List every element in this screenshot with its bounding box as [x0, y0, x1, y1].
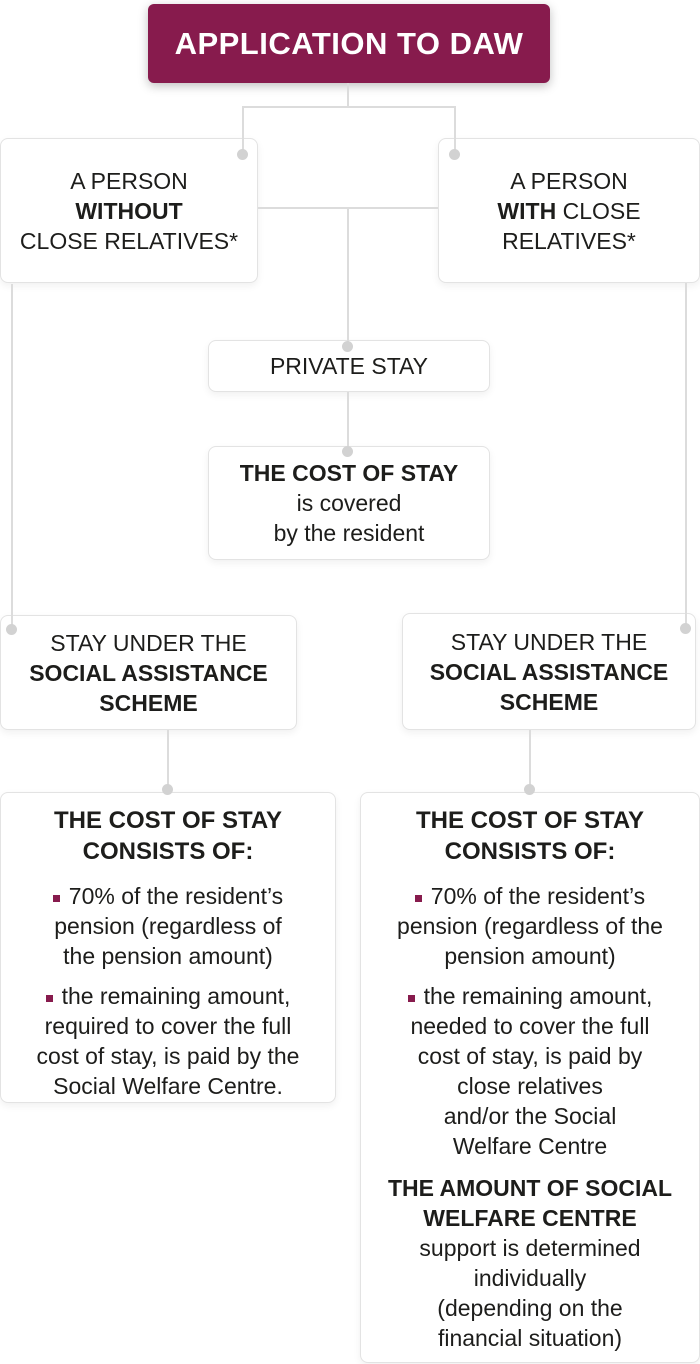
text-line: CLOSE RELATIVES*: [19, 227, 239, 254]
connector-line: [347, 392, 349, 453]
connector-dot: [524, 784, 535, 795]
connector-line: [11, 284, 13, 631]
text-line: Welfare Centre: [452, 1133, 608, 1159]
text-line: WITHOUT: [75, 197, 183, 224]
text-line: financial situation): [437, 1325, 623, 1351]
connector-line: [454, 106, 456, 156]
text-line: the pension amount): [63, 943, 273, 969]
text-line: PRIVATE STAY: [269, 353, 429, 379]
text-line: needed to cover the full: [410, 1013, 650, 1039]
node-cost-breakdown-right: THE COST OF STAY CONSISTS OF: 70% of the …: [360, 792, 700, 1363]
bullet-square-icon: [52, 895, 60, 902]
connector-dot: [162, 784, 173, 795]
connector-dot: [680, 623, 691, 634]
node-person-with-relatives: A PERSON WITH CLOSE RELATIVES*: [438, 138, 700, 283]
text-line: STAY UNDER THE: [50, 629, 247, 656]
header-application-to-daw: APPLICATION TO DAW: [148, 4, 550, 83]
bullet-item: the remaining amount, needed to cover the…: [369, 981, 691, 1161]
connector-line: [529, 730, 531, 791]
text-line: THE COST OF STAY: [415, 807, 645, 834]
text-line: cost of stay, is paid by: [417, 1043, 643, 1069]
bullet-item: the remaining amount, required to cover t…: [9, 981, 327, 1101]
text-line: WELFARE CENTRE: [423, 1205, 637, 1231]
node-cost-covered-by-resident: THE COST OF STAY is covered by the residen…: [208, 446, 490, 560]
page-title: APPLICATION TO DAW: [174, 25, 524, 61]
connector-dot: [237, 149, 248, 160]
bullet-item: 70% of the resident’s pension (regardless…: [369, 881, 691, 971]
text-line: by the resident: [273, 520, 425, 546]
bullet-square-icon: [45, 995, 53, 1002]
text-line: SCHEME: [499, 688, 599, 715]
connector-line: [347, 83, 349, 108]
text-line: support is determined: [419, 1235, 641, 1261]
text-line: SOCIAL ASSISTANCE: [29, 659, 268, 686]
bullet-square-icon: [414, 895, 422, 902]
cost-breakdown-bullet-list: 70% of the resident’s pension (regardless…: [9, 881, 327, 1101]
text-line: SOCIAL ASSISTANCE: [429, 658, 669, 685]
text-line: pension amount): [444, 943, 616, 969]
connector-dot: [449, 149, 460, 160]
text-line: the remaining amount,: [369, 981, 691, 1011]
node-cost-breakdown-left: THE COST OF STAY CONSISTS OF: 70% of the …: [0, 792, 336, 1103]
cost-breakdown-heading: THE COST OF STAY CONSISTS OF:: [369, 805, 691, 867]
connector-dot: [342, 446, 353, 457]
text-line: WITH CLOSE: [497, 197, 641, 224]
text-line: STAY UNDER THE: [450, 628, 648, 655]
text-line: Social Welfare Centre.: [53, 1073, 283, 1099]
node-person-without-relatives: A PERSON WITHOUT CLOSE RELATIVES*: [0, 138, 258, 283]
text-line: RELATIVES*: [502, 227, 636, 254]
text-line: close relatives: [457, 1073, 603, 1099]
text-line: THE AMOUNT OF SOCIAL: [387, 1175, 673, 1201]
text-line: is covered: [296, 490, 402, 516]
connector-line: [242, 106, 244, 156]
text-line: individually: [473, 1265, 587, 1291]
text-line: (depending on the: [437, 1295, 623, 1321]
cost-breakdown-bullet-list: 70% of the resident’s pension (regardless…: [369, 881, 691, 1161]
cost-breakdown-heading: THE COST OF STAY CONSISTS OF:: [9, 805, 327, 867]
text-line: and/or the Social: [443, 1103, 617, 1129]
text-line: THE COST OF STAY: [53, 807, 283, 834]
connector-line: [242, 106, 456, 108]
node-social-assistance-scheme-left: STAY UNDER THE SOCIAL ASSISTANCE SCHEME: [0, 615, 297, 730]
text-line: pension (regardless of the: [397, 913, 663, 939]
text-line: CONSISTS OF:: [82, 838, 254, 865]
text-line: 70% of the resident’s: [9, 881, 327, 911]
welfare-support-note: THE AMOUNT OF SOCIAL WELFARE CENTRE suppor…: [369, 1173, 691, 1353]
connector-line: [685, 283, 687, 630]
node-social-assistance-scheme-right: STAY UNDER THE SOCIAL ASSISTANCE SCHEME: [402, 613, 696, 730]
connector-dot: [6, 624, 17, 635]
text-line: the remaining amount,: [9, 981, 327, 1011]
connector-line: [167, 730, 169, 791]
text-line: cost of stay, is paid by the: [36, 1043, 300, 1069]
text-line: THE COST OF STAY: [239, 460, 459, 486]
text-line: pension (regardless of: [54, 913, 282, 939]
text-line: required to cover the full: [44, 1013, 292, 1039]
text-line: SCHEME: [99, 689, 198, 716]
text-line: A PERSON: [70, 167, 188, 194]
text-line: 70% of the resident’s: [369, 881, 691, 911]
bullet-square-icon: [407, 995, 415, 1002]
connector-dot: [342, 341, 353, 352]
text-line: CONSISTS OF:: [444, 838, 616, 865]
text-line: A PERSON: [510, 167, 628, 194]
bullet-item: 70% of the resident’s pension (regardless…: [9, 881, 327, 971]
connector-line: [347, 207, 349, 348]
